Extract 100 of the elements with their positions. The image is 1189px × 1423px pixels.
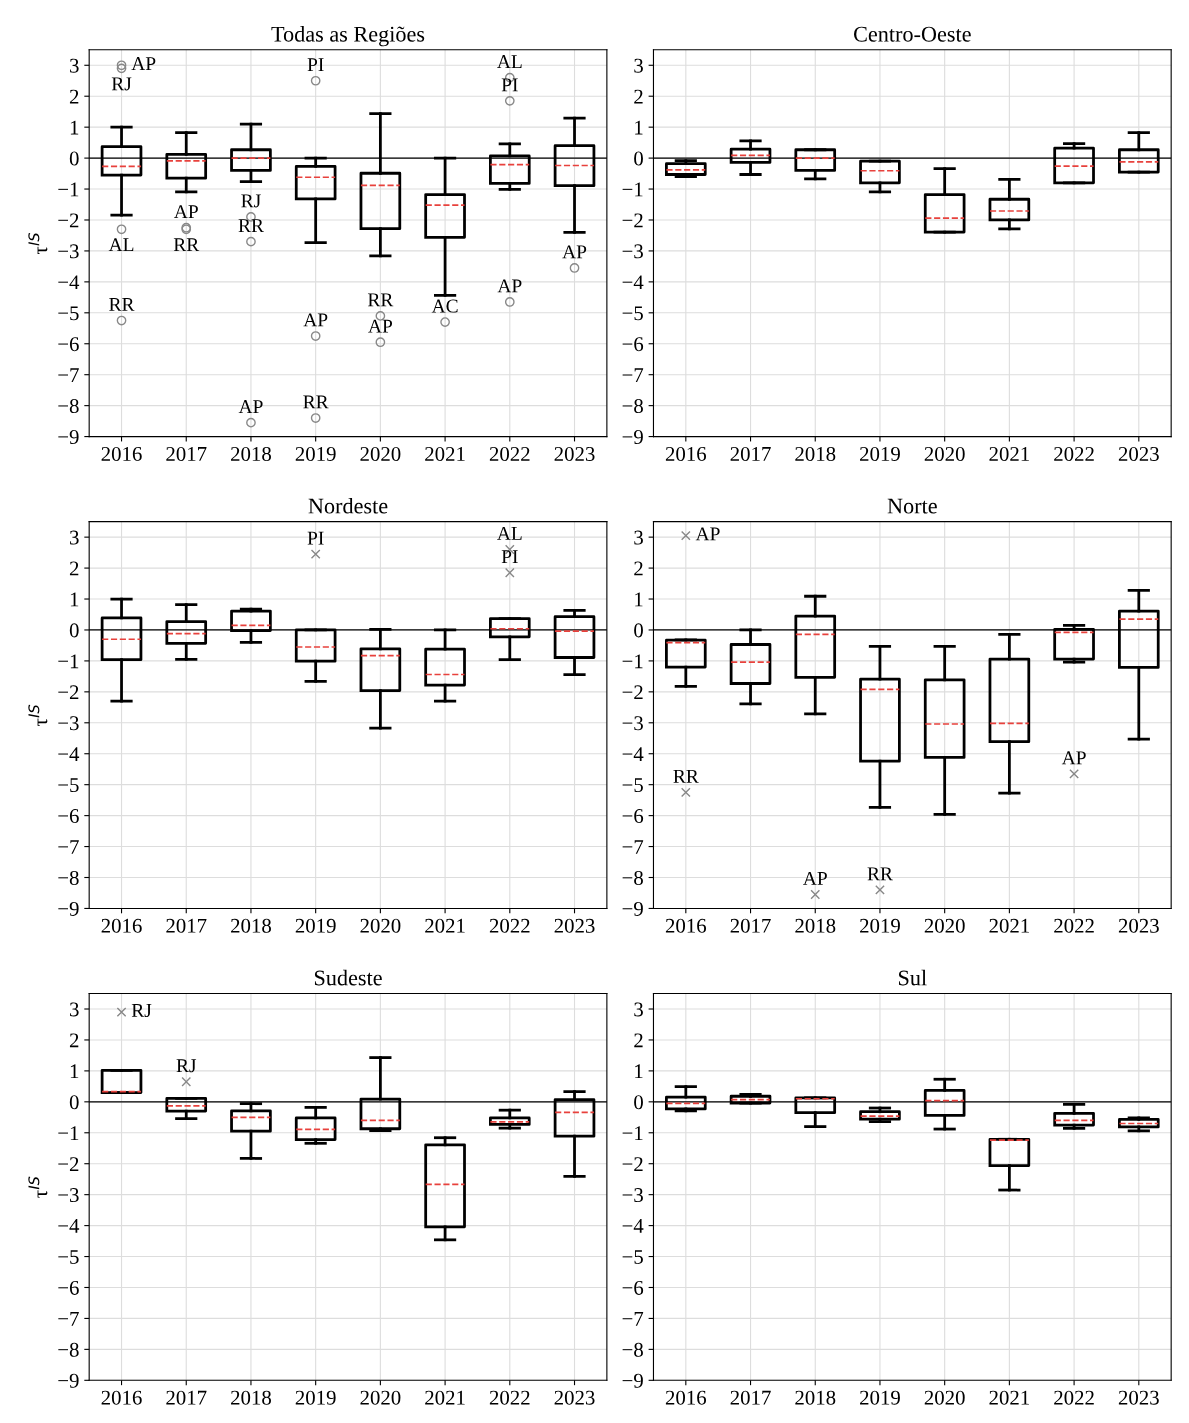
y-tick-label: 3	[70, 530, 79, 545]
x-tick-label: 2018	[231, 446, 271, 461]
y-tick-label: −1	[622, 654, 643, 669]
x-tick-label: 2019	[860, 918, 900, 933]
x-tick-label: 2021	[425, 1390, 465, 1405]
annotation: AL	[497, 526, 522, 540]
y-tick-label: −8	[58, 870, 79, 885]
annotation: AC	[431, 299, 458, 313]
x-tick-label: 2017	[730, 918, 771, 933]
y-tick-label: −6	[622, 337, 644, 352]
y-tick-label: 0	[69, 623, 79, 638]
annotation: AP	[497, 279, 522, 293]
x-tick-label: 2019	[295, 918, 336, 933]
chart-title: Norte	[887, 498, 937, 514]
y-tick-label: −3	[622, 1188, 643, 1203]
y-tick-label: 0	[634, 1095, 643, 1110]
y-tick-label: −2	[58, 1157, 79, 1171]
annotation: RR	[673, 769, 699, 783]
x-tick-label: 2019	[295, 446, 336, 461]
x-tick-label: 2017	[166, 1390, 207, 1405]
y-tick-label: −5	[622, 1250, 643, 1264]
y-tick-label: −6	[58, 337, 79, 352]
chart-title: Sul	[898, 969, 927, 986]
y-tick-label: −1	[58, 1126, 79, 1140]
annotation: AP	[303, 313, 328, 327]
x-tick-label: 2020	[924, 1390, 965, 1405]
x-tick-label: 2022	[1054, 918, 1094, 933]
x-tick-label: 2016	[101, 446, 142, 461]
y-tick-label: 2	[69, 89, 79, 104]
x-tick-label: 2017	[730, 1390, 771, 1405]
y-tick-label: −3	[58, 244, 79, 259]
chart-title: Centro-Oeste	[853, 26, 971, 42]
annotation: RJ	[131, 1004, 152, 1017]
x-tick-label: 2020	[360, 918, 401, 933]
x-tick-label: 2016	[101, 1390, 142, 1405]
y-tick-label: −7	[58, 840, 79, 854]
annotation: RR	[303, 395, 329, 409]
x-tick-label: 2021	[425, 918, 465, 933]
y-tick-label: −7	[58, 368, 79, 382]
annotation: RJ	[176, 1059, 197, 1073]
x-tick-label: 2018	[795, 918, 836, 933]
annotation: RR	[173, 238, 200, 252]
y-tick-label: −2	[622, 685, 643, 700]
y-tick-label: 1	[70, 1064, 79, 1079]
y-tick-label: −1	[622, 1126, 643, 1140]
y-tick-label: −4	[622, 275, 644, 290]
annotation: RR	[109, 298, 135, 311]
x-tick-label: 2017	[730, 446, 771, 461]
x-tick-label: 2020	[924, 446, 965, 461]
x-tick-label: 2019	[860, 446, 900, 461]
y-tick-label: −5	[58, 306, 79, 321]
annotation: AP	[131, 57, 156, 70]
y-tick-label: −6	[622, 1280, 644, 1295]
annotation: AP	[238, 400, 263, 413]
y-tick-label: 3	[634, 1002, 643, 1017]
x-tick-label: 2016	[665, 1390, 707, 1405]
x-tick-label: 2023	[554, 1390, 595, 1405]
x-tick-label: 2023	[554, 446, 595, 461]
x-tick-label: 2023	[554, 918, 595, 933]
x-tick-label: 2022	[1054, 446, 1094, 461]
y-tick-label: −1	[622, 182, 643, 197]
annotation: AP	[1061, 751, 1086, 765]
annotation: AP	[562, 245, 587, 259]
y-tick-label: −7	[622, 1312, 644, 1326]
chart-title: Todas as Regiões	[271, 26, 425, 47]
y-tick-label: 1	[70, 592, 79, 607]
annotation: AL	[497, 55, 522, 68]
x-tick-label: 2016	[665, 446, 707, 461]
x-tick-label: 2020	[360, 1390, 401, 1405]
y-tick-label: 3	[70, 1002, 79, 1017]
y-tick-label: −2	[622, 1157, 643, 1171]
y-tick-label: −8	[58, 1342, 79, 1357]
annotation: AP	[368, 319, 393, 333]
y-tick-label: −5	[58, 778, 79, 793]
y-tick-label: −2	[58, 213, 79, 228]
annotation: AP	[174, 205, 198, 219]
y-tick-label: −8	[622, 1342, 643, 1357]
y-tick-label: 3	[634, 58, 643, 73]
x-tick-label: 2023	[1118, 446, 1159, 461]
annotation: RJ	[241, 194, 261, 208]
annotation: PI	[501, 550, 518, 564]
x-tick-label: 2023	[1118, 918, 1159, 933]
x-tick-label: 2018	[795, 446, 836, 461]
y-tick-label: 0	[69, 1095, 79, 1110]
y-tick-label: −9	[622, 430, 643, 445]
y-tick-label: −7	[622, 840, 644, 854]
y-tick-label: −3	[58, 716, 79, 731]
x-tick-label: 2023	[1118, 1390, 1159, 1405]
y-tick-label: −6	[58, 809, 79, 824]
chart-title: Sudeste	[314, 969, 382, 986]
y-tick-label: −4	[622, 1219, 644, 1233]
y-axis-title: τ$^{IS}$	[28, 704, 48, 726]
annotation: PI	[307, 531, 324, 545]
y-tick-label: −4	[58, 747, 80, 761]
y-tick-label: 1	[635, 592, 643, 607]
y-tick-label: 2	[634, 561, 643, 576]
annotation: RJ	[111, 77, 132, 91]
chart-title: Nordeste	[308, 497, 388, 514]
y-tick-label: −1	[58, 654, 79, 669]
x-tick-label: 2019	[295, 1390, 336, 1405]
